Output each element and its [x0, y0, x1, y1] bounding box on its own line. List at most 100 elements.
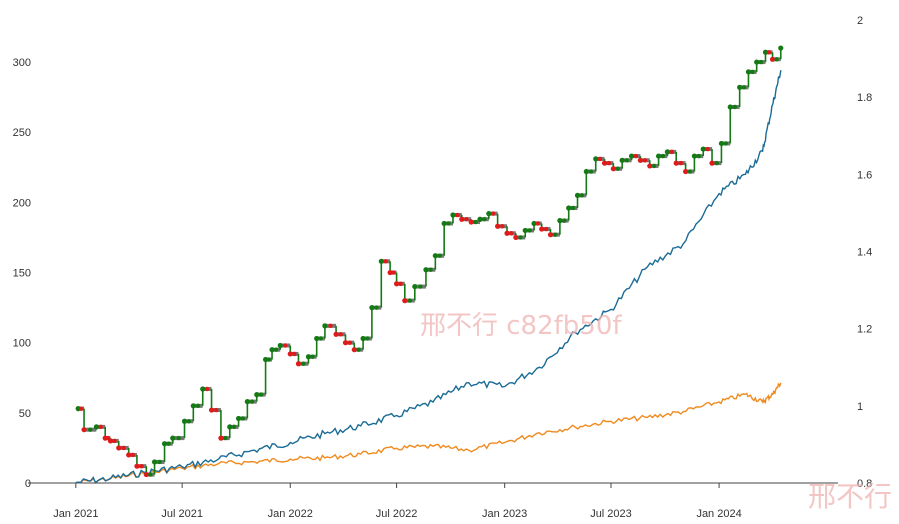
step-marker: [214, 407, 219, 413]
step-marker: [459, 216, 465, 222]
step-marker: [547, 232, 554, 238]
step-marker: [347, 340, 353, 345]
step-marker: [176, 435, 181, 441]
step-marker: [93, 424, 99, 430]
step-marker: [208, 407, 215, 413]
step-marker: [504, 230, 510, 236]
step-marker: [227, 424, 233, 430]
step-marker: [664, 149, 670, 155]
step-marker: [305, 354, 312, 360]
y-left-tick-label: 100: [13, 338, 31, 350]
y-left-tick-label: 200: [13, 197, 31, 209]
step-marker: [351, 347, 357, 353]
x-tick-label: Jan 2021: [53, 508, 98, 520]
step-marker: [418, 284, 423, 289]
step-marker: [240, 416, 246, 421]
step-marker: [610, 166, 616, 172]
series-markers: [75, 45, 784, 478]
step-marker: [342, 340, 349, 346]
watermark-center: 邢不行 c82fb50f: [420, 311, 622, 341]
step-marker: [235, 415, 242, 422]
step-marker: [402, 298, 408, 304]
step-marker: [338, 332, 343, 337]
step-marker: [552, 232, 558, 237]
step-marker: [633, 153, 639, 159]
step-marker: [754, 59, 760, 65]
step-marker: [161, 441, 168, 447]
y-left-tick-label: 250: [13, 127, 31, 139]
step-marker: [473, 219, 478, 225]
step-marker: [105, 435, 111, 441]
step-marker: [762, 49, 769, 55]
step-marker: [244, 399, 250, 405]
step-marker: [151, 459, 158, 465]
step-marker: [727, 104, 733, 110]
x-tick-label: Jul 2023: [590, 508, 632, 520]
step-marker: [322, 323, 328, 329]
step-marker: [491, 211, 496, 216]
step-marker: [687, 169, 693, 174]
step-marker: [249, 399, 255, 404]
step-marker: [518, 235, 523, 240]
step-marker: [318, 336, 323, 341]
y-left-tick-label: 0: [25, 478, 31, 490]
step-marker: [166, 441, 171, 446]
step-marker: [283, 343, 288, 348]
step-marker: [655, 153, 662, 159]
step-marker: [328, 323, 333, 329]
step-marker: [637, 157, 643, 163]
y-right-tick-label: 0.8: [857, 478, 872, 490]
step-marker: [273, 347, 279, 352]
step-marker: [673, 160, 679, 166]
step-marker: [269, 347, 275, 353]
step-marker: [513, 234, 519, 241]
step-marker: [606, 160, 612, 166]
y-right-tick-label: 1.2: [857, 324, 872, 336]
step-marker: [143, 471, 149, 478]
step-marker: [441, 220, 447, 227]
step-marker: [310, 354, 315, 359]
step-marker: [112, 438, 117, 444]
x-tick-label: Jul 2021: [161, 508, 203, 520]
step-marker: [157, 459, 162, 465]
step-marker: [651, 163, 657, 169]
step-marker: [446, 221, 451, 226]
x-tick-label: Jan 2022: [268, 508, 313, 520]
step-marker: [619, 157, 625, 163]
step-marker: [696, 153, 702, 159]
step-marker: [597, 156, 603, 162]
step-marker: [139, 463, 144, 469]
x-tick-label: Jan 2024: [696, 508, 741, 520]
step-marker: [557, 218, 563, 224]
step-marker: [181, 418, 188, 424]
step-marker: [486, 211, 492, 217]
step-marker: [423, 267, 429, 273]
step-marker: [200, 386, 206, 392]
step-marker: [356, 347, 361, 352]
step-marker: [758, 59, 764, 65]
step-marker: [186, 419, 192, 424]
step-marker: [522, 227, 528, 234]
series-lines: [75, 48, 782, 484]
step-marker: [535, 221, 541, 226]
step-marker: [766, 50, 772, 55]
step-marker: [295, 361, 302, 367]
step-marker: [387, 269, 393, 276]
step-marker: [333, 331, 339, 337]
step-marker: [204, 386, 210, 392]
step-marker: [579, 193, 585, 198]
step-marker: [464, 217, 469, 222]
step-marker: [588, 169, 594, 174]
step-marker: [562, 218, 567, 223]
step-marker: [378, 258, 384, 264]
step-marker: [391, 270, 396, 275]
step-marker: [723, 141, 729, 146]
step-marker: [732, 104, 738, 110]
step-marker: [741, 85, 747, 90]
step-marker: [574, 192, 581, 198]
step-marker: [593, 156, 599, 162]
step-marker: [437, 253, 442, 258]
step-marker: [531, 220, 537, 227]
step-marker: [130, 452, 136, 458]
